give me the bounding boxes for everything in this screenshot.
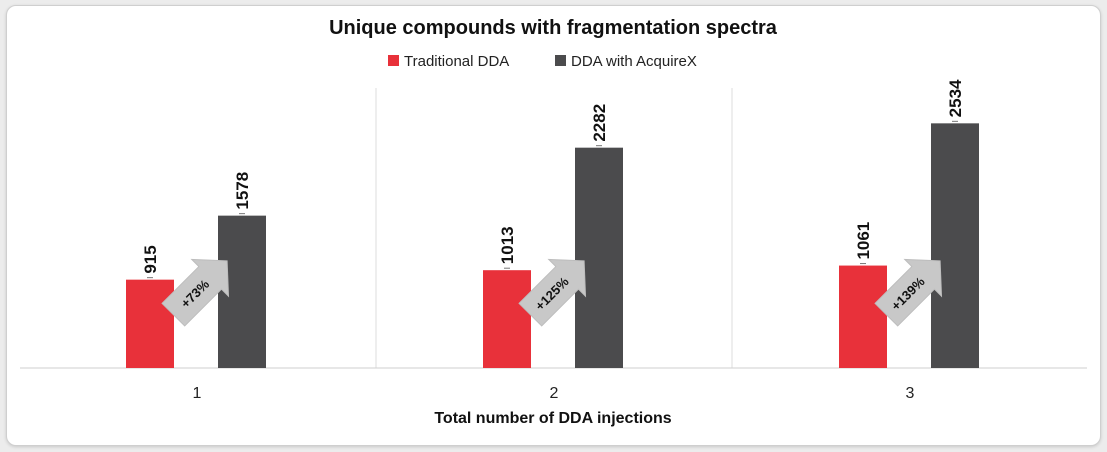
data-label: 1061	[854, 222, 873, 260]
data-label: 2282	[590, 104, 609, 142]
x-tick-label: 3	[906, 385, 915, 402]
bar-dda-acquirex	[575, 147, 623, 368]
legend-swatch-traditional	[388, 55, 399, 66]
arrow-shape	[874, 258, 943, 327]
data-label: 2534	[946, 79, 965, 117]
legend-label-traditional: Traditional DDA	[404, 53, 509, 70]
x-tick-label: 2	[550, 385, 559, 402]
arrow-shape	[518, 258, 587, 327]
x-axis-label: Total number of DDA injections	[434, 410, 671, 427]
bar-traditional-dda	[126, 279, 174, 368]
x-tick-label: 1	[193, 385, 202, 402]
arrow-shape	[161, 258, 230, 327]
chart-title: Unique compounds with fragmentation spec…	[329, 17, 778, 39]
legend-swatch-acquirex	[555, 55, 566, 66]
data-label: 1013	[498, 226, 517, 264]
data-label: 915	[141, 245, 160, 273]
chart-frame	[6, 5, 1101, 446]
legend: Traditional DDA DDA with AcquireX	[388, 53, 697, 70]
increase-arrow: +73%	[161, 258, 230, 327]
bar-traditional-dda	[483, 270, 531, 368]
data-label: 1578	[233, 172, 252, 210]
bar-dda-acquirex	[931, 123, 979, 369]
legend-label-acquirex: DDA with AcquireX	[571, 53, 697, 70]
bar-traditional-dda	[839, 265, 887, 368]
